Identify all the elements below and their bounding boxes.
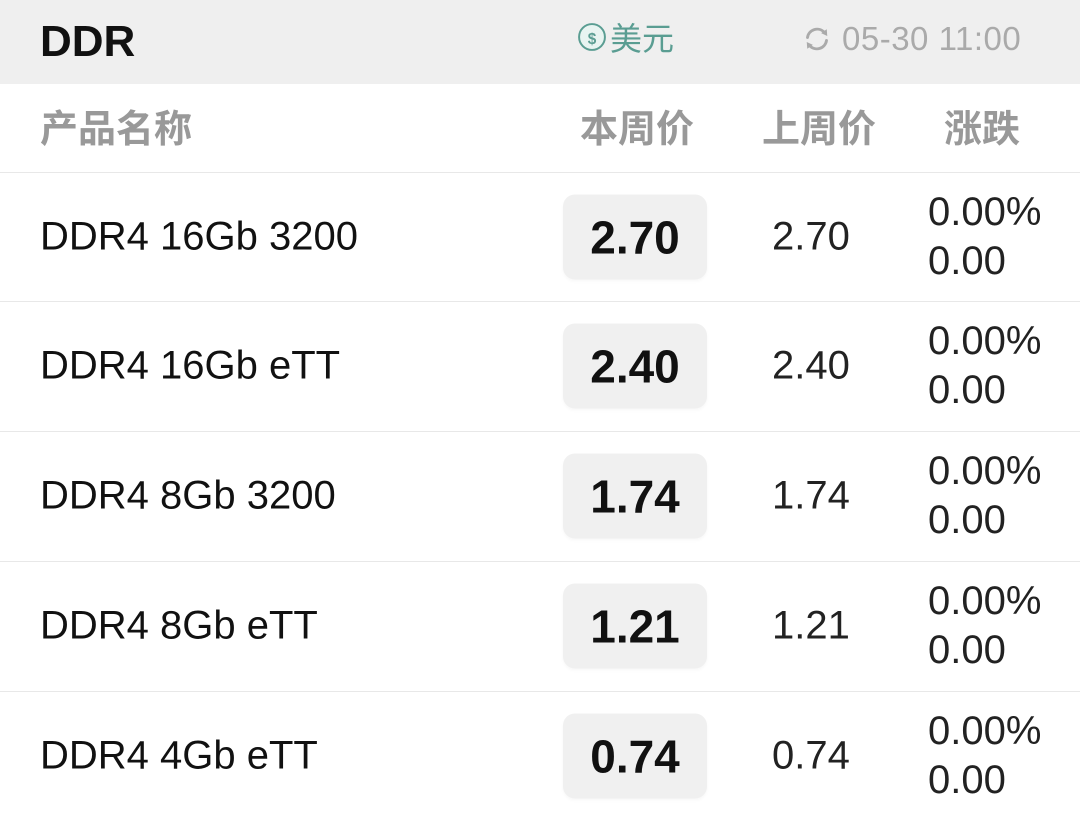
svg-text:$: $ bbox=[588, 31, 597, 48]
